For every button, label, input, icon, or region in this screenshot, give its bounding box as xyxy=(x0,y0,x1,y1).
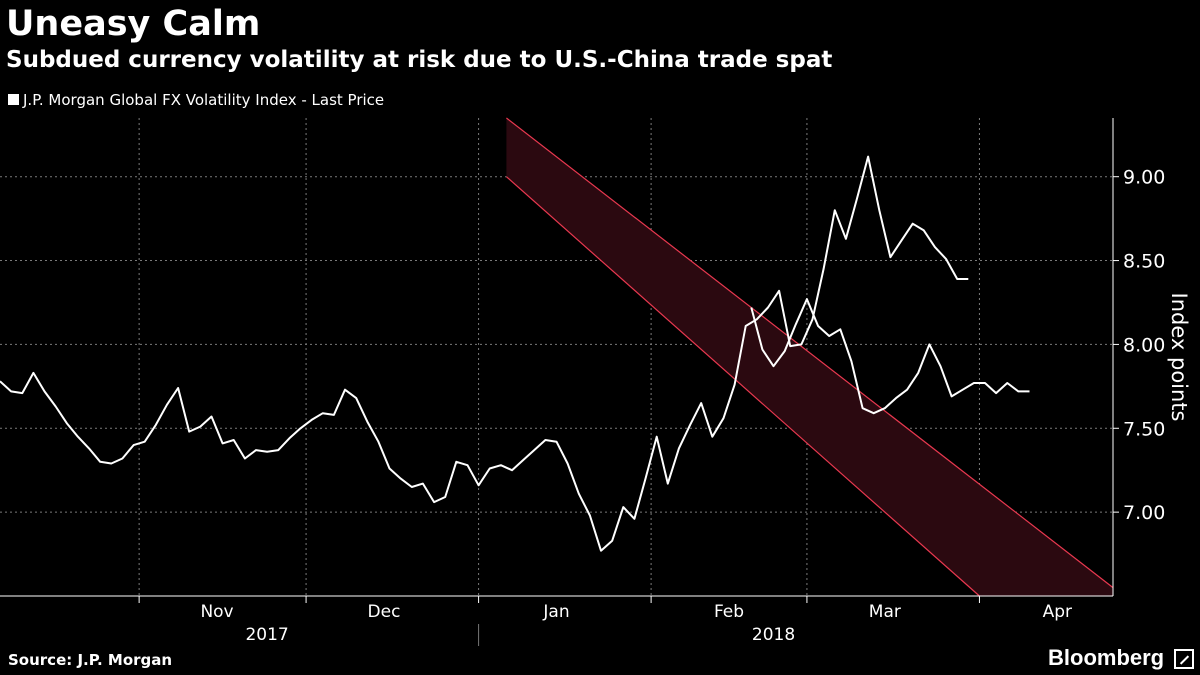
series-layer xyxy=(0,155,1030,552)
chart-subtitle: Subdued currency volatility at risk due … xyxy=(6,47,833,73)
x-tick-label: Jan xyxy=(542,602,569,622)
series-line-segment xyxy=(750,298,1030,415)
legend: J.P. Morgan Global FX Volatility Index -… xyxy=(8,89,384,111)
x-tick-label: Dec xyxy=(368,602,401,622)
year-label: 2018 xyxy=(752,625,795,645)
x-tick-label: Mar xyxy=(869,602,901,622)
legend-label: J.P. Morgan Global FX Volatility Index -… xyxy=(23,91,385,109)
y-axis-label: Index points xyxy=(1167,293,1191,422)
y-tick-label: 7.50 xyxy=(1123,418,1165,440)
legend-swatch xyxy=(8,94,19,105)
x-tick-label: Apr xyxy=(1043,602,1072,622)
x-tick-label: Feb xyxy=(714,602,744,622)
year-label: 2017 xyxy=(245,625,288,645)
brand-icon xyxy=(1174,649,1194,669)
channel-upper-line xyxy=(506,117,1114,589)
trend-channel xyxy=(506,117,1114,597)
y-tick-label: 8.50 xyxy=(1123,251,1165,273)
x-tick-label: Nov xyxy=(200,602,233,622)
axes: 7.00 7.50 8.00 8.50 9.00 Index points Nov Dec Ja… xyxy=(0,118,1191,646)
brand-logo: Bloomberg xyxy=(1048,645,1165,670)
source-note: Source: J.P. Morgan xyxy=(8,651,173,669)
series-line xyxy=(0,155,969,552)
y-tick-label: 9.00 xyxy=(1123,167,1165,189)
y-tick-label: 8.00 xyxy=(1123,334,1165,356)
chart-title: Uneasy Calm xyxy=(6,4,261,44)
y-tick-label: 7.00 xyxy=(1123,502,1165,524)
channel-fill xyxy=(506,118,1113,596)
channel-lower-line xyxy=(506,176,980,597)
